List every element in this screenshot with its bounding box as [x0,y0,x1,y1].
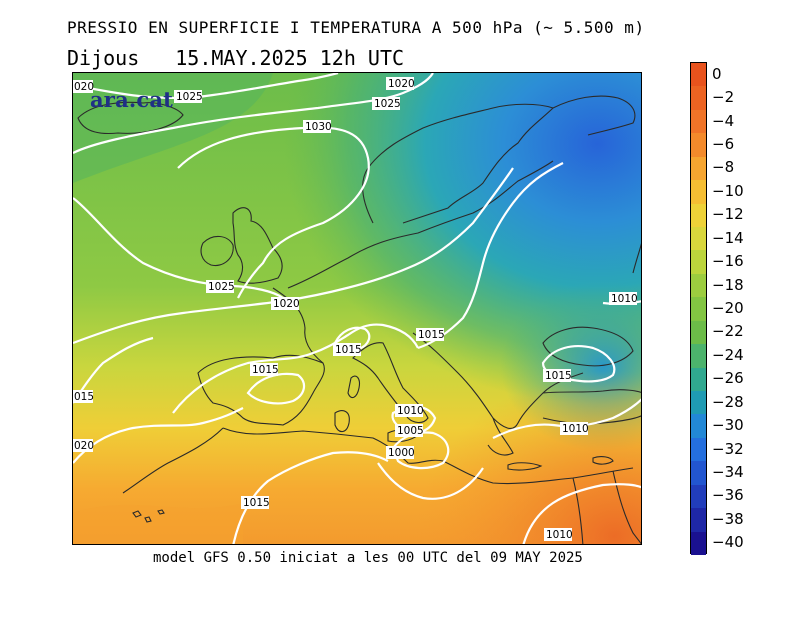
svg-text:1015: 1015 [252,364,279,376]
colorbar-label: −24 [712,345,744,364]
colorbar-label: −18 [712,275,744,294]
colorbar-label: −20 [712,299,744,317]
svg-text:1010: 1010 [611,293,638,305]
datetime-label: 15.MAY.2025 12h UTC [175,46,405,70]
colorbar-label: −32 [712,439,744,458]
isobar-label: 1025 [372,97,401,110]
colorbar-segment [691,461,706,486]
warm-area [73,73,641,544]
isobar-label: 1015 [241,496,270,509]
coastlines [77,95,641,544]
colorbar-segment [691,320,706,345]
colorbar-segment [691,484,706,509]
colorbar-segment [691,227,706,251]
colorbar-label: −12 [712,205,744,224]
colorbar-segment [691,156,706,181]
isobar-label: 1020 [386,77,415,90]
isobar-label: 1010 [544,528,573,541]
colorbar-label: −40 [712,533,744,552]
isobar-label: 1030 [303,120,332,133]
chart-title: PRESSIO EN SUPERFICIE I TEMPERATURA A 50… [67,18,645,37]
colorbar-segment [691,437,706,462]
isobar-label: 1000 [386,446,415,459]
temperature-colorbar [690,62,707,556]
weather-map: 020 1025 1020 1025 1030 1025 1020 1015 1… [72,72,642,545]
isobar-label: 1015 [333,343,362,356]
isobar-label: 1015 [250,363,279,376]
svg-text:1020: 1020 [388,78,415,90]
svg-text:1025: 1025 [374,98,401,110]
svg-text:1010: 1010 [562,423,589,435]
svg-text:1010: 1010 [397,405,424,417]
svg-text:1010: 1010 [546,529,573,541]
svg-text:1000: 1000 [388,447,415,459]
colorbar-label: −28 [712,392,744,411]
isobar-label: 020 [73,80,94,93]
ara-cat-logo: ara.cat [90,87,174,112]
svg-text:1025: 1025 [176,91,203,103]
colorbar-label: −14 [712,228,744,247]
svg-text:1020: 1020 [273,298,300,310]
colorbar-segment [691,203,706,228]
colorbar-segment [691,531,706,556]
isobar-label: 1015 [543,369,572,382]
colorbar-segment [691,414,706,439]
colorbar-label: 0 [712,64,722,83]
svg-text:015: 015 [74,391,94,403]
isobar-label: 1010 [560,422,589,435]
colorbar-label: −16 [712,252,744,271]
isobar-label: 015 [73,390,94,403]
isobar-label: 1025 [174,90,203,103]
svg-text:1030: 1030 [305,121,332,133]
svg-text:1015: 1015 [545,370,572,382]
isobar-label: 020 [73,439,94,452]
isobar-label: 1020 [271,297,300,310]
day-label: Dijous [67,46,140,70]
svg-text:1025: 1025 [208,281,235,293]
colorbar-segment [691,63,706,87]
isobar-label: 1010 [609,292,638,305]
colorbar-label: −38 [712,509,744,528]
svg-text:1015: 1015 [418,329,445,341]
isobar-label: 1005 [395,424,424,437]
isobar-label: 1015 [416,328,445,341]
colorbar-segment [691,133,706,158]
colorbar-label: −2 [712,88,735,107]
colorbar-label: −10 [712,181,744,200]
colorbar-label: −22 [712,322,744,341]
colorbar-segment [691,344,706,369]
colorbar-label: −6 [712,135,735,153]
isobar-label: 1010 [395,404,424,417]
colorbar-segment [691,109,706,134]
colorbar-segment [691,273,706,298]
svg-text:1015: 1015 [243,497,270,509]
svg-text:020: 020 [74,440,94,452]
colorbar-label: −4 [712,111,735,130]
colorbar-segment [691,250,706,275]
svg-text:1015: 1015 [335,344,362,356]
svg-text:020: 020 [74,81,94,93]
colorbar-segment [691,86,706,111]
colorbar-labels: 0 −2 −4 −6 −8 −10 −12 −14 −16 −18 −20 −22 −24 −26 −28 −… [712,62,792,554]
model-info-footer: model GFS 0.50 iniciat a les 00 UTC del … [153,550,583,566]
chart-subtitle: Dijous 15.MAY.2025 12h UTC [67,46,404,70]
colorbar-segment [691,391,706,415]
colorbar-segment [691,508,706,533]
colorbar-segment [691,367,706,392]
colorbar-label: −26 [712,369,744,388]
colorbar-label: −30 [712,416,744,435]
isobar-label: 1025 [206,280,235,293]
map-svg: 020 1025 1020 1025 1030 1025 1020 1015 1… [73,73,641,544]
colorbar-label: −34 [712,463,744,481]
colorbar-segment [691,297,706,322]
colorbar-label: −36 [712,486,744,505]
colorbar-label: −8 [712,158,735,177]
colorbar-segment [691,180,706,205]
svg-text:1005: 1005 [397,425,424,437]
